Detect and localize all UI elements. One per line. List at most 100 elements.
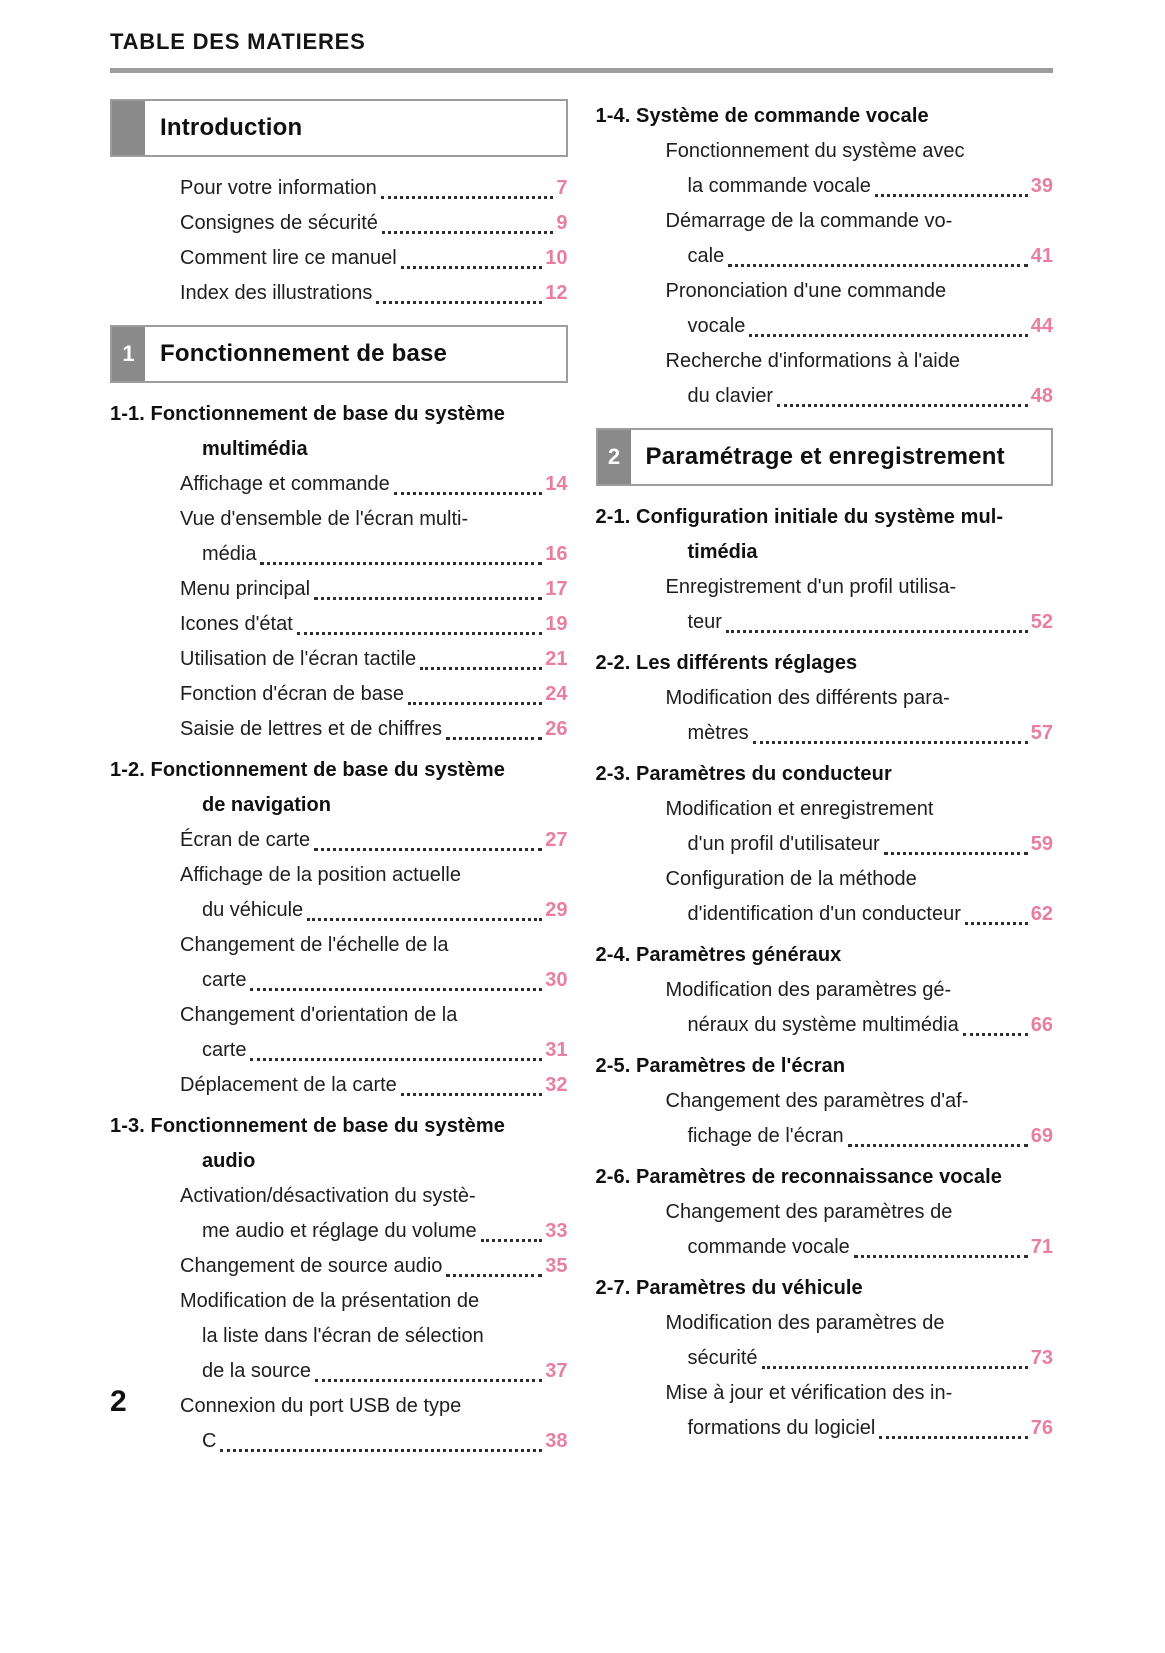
page-number-ref: 37 [545, 1360, 568, 1382]
section-heading-line: 2-4. Paramètres généraux [595, 944, 842, 966]
dot-leader [752, 741, 1028, 744]
entry-leader-line: Saisie de lettres et de chiffres 26 [180, 712, 568, 747]
page-number-ref: 30 [545, 969, 568, 991]
entry-leader-line: Changement de source audio 35 [180, 1249, 568, 1284]
dot-leader [314, 1379, 543, 1382]
entry-line: Activation/désactivation du systè- [180, 1185, 476, 1207]
dot-leader [250, 988, 543, 991]
entry-leader-line: d'identification d'un conducteur 62 [666, 897, 1053, 932]
dot-leader [728, 264, 1028, 267]
entry-line: Modification des différents para- [665, 687, 950, 709]
chapter-title: Introduction [160, 114, 303, 141]
entry-line: la liste dans l'écran de sélection [202, 1325, 484, 1347]
section-heading-line: audio [202, 1150, 256, 1172]
toc-entry: Écran de carte 27 [180, 823, 568, 858]
entry-leader-line: commande vocale 71 [666, 1230, 1053, 1265]
toc-entry: Menu principal 17 [180, 572, 568, 607]
toc-entry: Connexion du port USB de type C 38 [180, 1389, 568, 1459]
page-number-ref: 52 [1030, 611, 1053, 633]
page-number-ref: 27 [545, 829, 568, 851]
page-number-ref: 32 [545, 1074, 568, 1096]
page-number-ref: 41 [1030, 245, 1053, 267]
section-heading-line: 2-1. Configuration initiale du système m… [595, 506, 1004, 528]
entry-text: de la source [202, 1360, 311, 1382]
entry-text: formations du logiciel [687, 1417, 876, 1439]
dot-leader [260, 562, 543, 565]
entry-leader-line: Menu principal 17 [180, 572, 568, 607]
entry-text: Menu principal [180, 578, 311, 600]
entry-text: Index des illustrations [180, 282, 373, 304]
page-number-ref: 59 [1030, 833, 1053, 855]
entry-line: Démarrage de la commande vo- [665, 210, 953, 232]
entry-line: Mise à jour et vérification des in- [665, 1382, 953, 1404]
toc-entry: Recherche d'informations à l'aide du clav… [666, 344, 1053, 414]
page-number-ref: 26 [545, 718, 568, 740]
dot-leader [777, 404, 1028, 407]
entry-text: vocale [687, 315, 746, 337]
entry-leader-line: Consignes de sécurité 9 [180, 206, 568, 241]
toc-entry: Démarrage de la commande vo-cale 41 [665, 204, 1053, 274]
entry-text: Pour votre information [180, 177, 377, 199]
toc-column-right: 1-4. Système de commande vocale Fonctionn… [595, 99, 1054, 1459]
entry-leader-line: Utilisation de l'écran tactile 21 [180, 642, 568, 677]
page-number-ref: 73 [1030, 1347, 1053, 1369]
toc-entry: Enregistrement d'un profil utilisa-teur 5… [666, 570, 1053, 640]
dot-leader [220, 1449, 543, 1452]
entry-text: Consignes de sécurité [180, 212, 378, 234]
page-number-ref: 16 [545, 543, 568, 565]
chapter-title: Fonctionnement de base [160, 340, 448, 367]
entry-text: du véhicule [202, 899, 304, 921]
page-number-ref: 66 [1030, 1014, 1053, 1036]
section-heading-line: 1-4. Système de commande vocale [595, 105, 929, 127]
section-heading: 1-3. Fonctionnement de base du système au… [110, 1109, 568, 1179]
chapter-box: Introduction [110, 99, 568, 157]
section-heading: 2-5. Paramètres de l'écran [596, 1049, 1054, 1084]
entry-leader-line: teur 52 [666, 605, 1053, 640]
section-heading-line: multimédia [202, 438, 308, 460]
entry-leader-line: mètres 57 [666, 716, 1053, 751]
entry-leader-line: Fonction d'écran de base 24 [180, 677, 568, 712]
dot-leader [446, 737, 543, 740]
entry-text: Saisie de lettres et de chiffres [180, 718, 442, 740]
section-heading-line: de navigation [202, 794, 331, 816]
toc-entry: Fonctionnement du système avec la command… [666, 134, 1053, 204]
dot-leader [879, 1436, 1028, 1439]
entry-line: Vue d'ensemble de l'écran multi- [180, 508, 469, 530]
page-number-ref: 29 [545, 899, 568, 921]
page-number-ref: 76 [1030, 1417, 1053, 1439]
dot-leader [964, 922, 1028, 925]
toc-entry: Affichage de la position actuelle du véhi… [180, 858, 568, 928]
section-heading: 2-3. Paramètres du conducteur [596, 757, 1054, 792]
entry-text: média [202, 543, 257, 565]
entry-text: sécurité [687, 1347, 758, 1369]
entry-leader-line: du clavier 48 [666, 379, 1053, 414]
page-number-ref: 48 [1030, 385, 1053, 407]
folio-page-number: 2 [110, 1385, 127, 1418]
page-number-ref: 12 [545, 282, 568, 304]
entry-leader-line: cale 41 [666, 239, 1053, 274]
entry-leader-line: sécurité 73 [666, 1341, 1053, 1376]
entry-leader-line: du véhicule 29 [180, 893, 568, 928]
dot-leader [381, 231, 554, 234]
entry-line: Prononciation d'une commande [665, 280, 947, 302]
section-heading-line: 2-2. Les différents réglages [595, 652, 858, 674]
section-heading-line: 1-3. Fonctionnement de base du système [110, 1115, 506, 1137]
entry-line: Changement des paramètres de [665, 1201, 953, 1223]
toc-entry: Utilisation de l'écran tactile 21 [180, 642, 568, 677]
toc-entry: Changement de source audio 35 [180, 1249, 568, 1284]
chapter-box: 2 Paramétrage et enregistrement [595, 428, 1053, 486]
entry-text: du clavier [687, 385, 774, 407]
entry-text: Changement de source audio [180, 1255, 443, 1277]
toc-entry: Saisie de lettres et de chiffres 26 [180, 712, 568, 747]
page-number-ref: 57 [1030, 722, 1053, 744]
entry-text: néraux du système multimédia [687, 1014, 959, 1036]
page-number-ref: 35 [545, 1255, 568, 1277]
toc-entry: Modification des paramètres de sécurité 73 [666, 1306, 1053, 1376]
page-number-ref: 17 [545, 578, 568, 600]
entry-leader-line: Comment lire ce manuel 10 [180, 241, 568, 276]
entry-line: Changement de l'échelle de la [180, 934, 449, 956]
dot-leader [761, 1366, 1028, 1369]
dot-leader [847, 1144, 1028, 1147]
entry-line: Changement des paramètres d'af- [665, 1090, 969, 1112]
entry-text: Comment lire ce manuel [180, 247, 397, 269]
